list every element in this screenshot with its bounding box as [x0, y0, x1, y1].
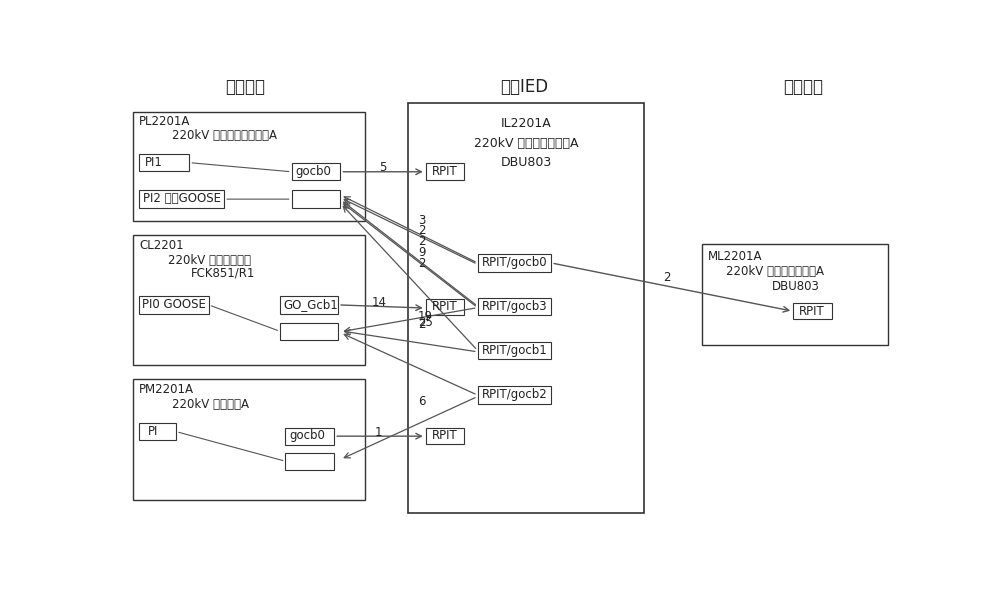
Text: RPIT: RPIT [432, 429, 458, 442]
Text: 220kV 晴朗线路保护装置A: 220kV 晴朗线路保护装置A [172, 129, 276, 142]
Text: 发送设备: 发送设备 [225, 78, 265, 96]
Text: 2: 2 [418, 224, 425, 237]
Text: RPIT/gocb1: RPIT/gocb1 [482, 344, 547, 357]
Text: 6: 6 [418, 395, 425, 408]
FancyBboxPatch shape [408, 103, 644, 513]
Text: 5: 5 [379, 160, 387, 173]
FancyBboxPatch shape [133, 112, 365, 221]
Text: RPIT: RPIT [432, 165, 458, 178]
FancyBboxPatch shape [478, 342, 551, 359]
Text: DBU803: DBU803 [501, 156, 552, 169]
FancyBboxPatch shape [133, 379, 365, 500]
Text: 25: 25 [418, 316, 433, 329]
Text: PI: PI [148, 424, 159, 437]
Text: PI1: PI1 [145, 156, 163, 169]
FancyBboxPatch shape [139, 423, 176, 440]
FancyBboxPatch shape [478, 298, 551, 315]
Text: 9: 9 [418, 246, 425, 259]
FancyBboxPatch shape [292, 163, 340, 181]
Text: 220kV 晴朗线智能终端A: 220kV 晴朗线智能终端A [474, 137, 579, 150]
Text: DBU803: DBU803 [772, 279, 820, 292]
FancyBboxPatch shape [793, 303, 832, 320]
FancyBboxPatch shape [280, 296, 338, 314]
Text: 2: 2 [664, 271, 671, 284]
FancyBboxPatch shape [426, 298, 464, 315]
Text: 220kV 晴朗线路测控: 220kV 晴朗线路测控 [168, 254, 251, 267]
FancyBboxPatch shape [285, 452, 334, 470]
Text: PI2 控制GOOSE: PI2 控制GOOSE [143, 192, 221, 205]
Text: RPIT/gocb0: RPIT/gocb0 [482, 256, 547, 269]
Text: 本地IED: 本地IED [500, 78, 548, 96]
FancyBboxPatch shape [478, 387, 551, 404]
Text: 3: 3 [418, 214, 425, 227]
FancyBboxPatch shape [426, 163, 464, 179]
Text: 14: 14 [371, 296, 386, 309]
Text: RPIT/gocb3: RPIT/gocb3 [482, 300, 547, 313]
Text: 220kV 母线保护A: 220kV 母线保护A [172, 398, 248, 411]
Text: gocb0: gocb0 [289, 429, 325, 442]
FancyBboxPatch shape [139, 296, 209, 314]
Text: RPIT: RPIT [432, 300, 458, 313]
FancyBboxPatch shape [280, 323, 338, 340]
FancyBboxPatch shape [139, 154, 189, 171]
Text: 220kV 晴朗线合并单元A: 220kV 晴朗线合并单元A [726, 265, 824, 278]
FancyBboxPatch shape [478, 255, 551, 272]
FancyBboxPatch shape [702, 244, 888, 345]
Text: 19: 19 [418, 310, 433, 323]
Text: 2: 2 [418, 257, 425, 270]
Text: CL2201: CL2201 [139, 239, 184, 252]
Text: 接收设备: 接收设备 [783, 78, 823, 96]
Text: PL2201A: PL2201A [139, 115, 190, 128]
Text: PI0 GOOSE: PI0 GOOSE [142, 298, 206, 311]
FancyBboxPatch shape [426, 427, 464, 444]
Text: IL2201A: IL2201A [501, 117, 552, 130]
FancyBboxPatch shape [285, 427, 334, 445]
Text: FCK851/R1: FCK851/R1 [191, 266, 255, 279]
Text: RPIT: RPIT [799, 305, 825, 318]
Text: PM2201A: PM2201A [139, 382, 194, 395]
Text: 2: 2 [418, 318, 425, 332]
FancyBboxPatch shape [139, 191, 224, 208]
Text: 2: 2 [418, 235, 425, 248]
Text: ML2201A: ML2201A [708, 250, 762, 263]
Text: 1: 1 [375, 426, 382, 439]
FancyBboxPatch shape [133, 235, 365, 365]
Text: gocb0: gocb0 [296, 165, 331, 178]
Text: RPIT/gocb2: RPIT/gocb2 [482, 388, 547, 401]
FancyBboxPatch shape [292, 191, 340, 208]
Text: GO_Gcb1: GO_Gcb1 [284, 298, 339, 311]
